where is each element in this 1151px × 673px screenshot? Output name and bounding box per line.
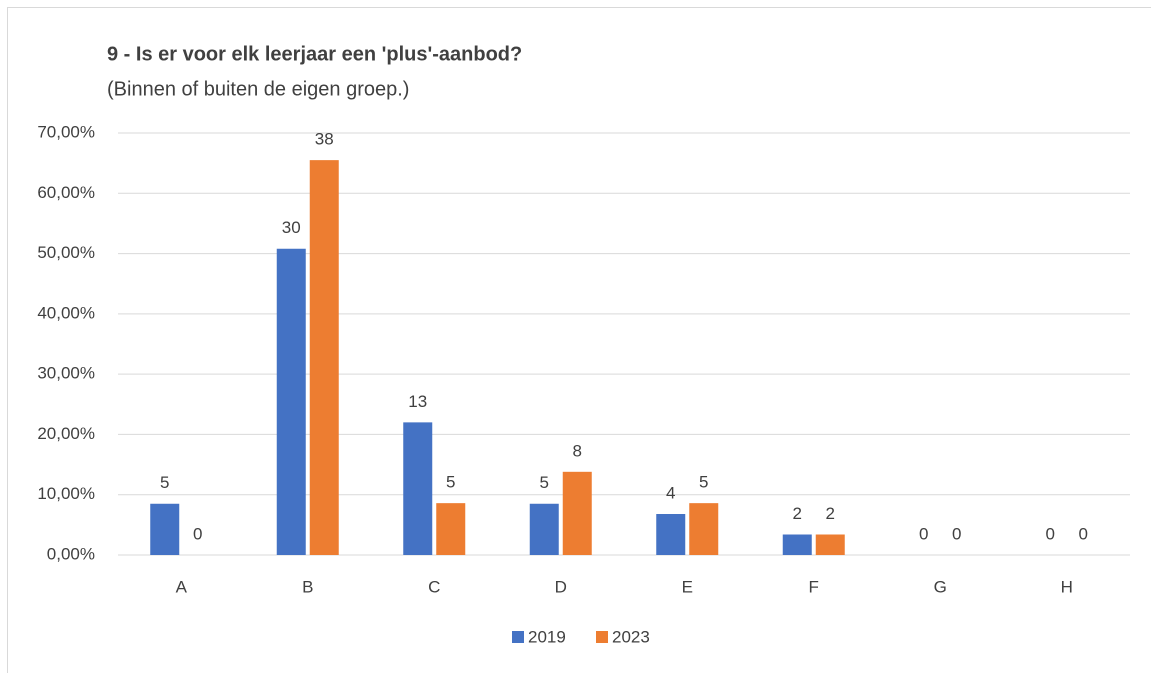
x-tick-label: G xyxy=(934,577,947,596)
data-label: 30 xyxy=(282,218,301,237)
bar xyxy=(309,160,339,555)
bar xyxy=(150,503,180,555)
data-label: 5 xyxy=(699,473,708,492)
legend-label: 2023 xyxy=(612,627,650,646)
x-tick-label: A xyxy=(176,577,188,596)
legend-label: 2019 xyxy=(528,627,566,646)
x-tick-label: E xyxy=(682,577,693,596)
legend-swatch xyxy=(512,631,524,643)
chart-border xyxy=(7,7,1151,673)
bar xyxy=(276,248,306,555)
bar xyxy=(562,471,592,555)
x-tick-label: C xyxy=(428,577,440,596)
y-tick-label: 50,00% xyxy=(37,243,95,262)
y-tick-label: 30,00% xyxy=(37,364,95,383)
y-tick-label: 20,00% xyxy=(37,424,95,443)
x-tick-label: B xyxy=(302,577,313,596)
bar xyxy=(782,534,812,555)
data-label: 38 xyxy=(315,130,334,149)
data-label: 13 xyxy=(408,392,427,411)
chart-title: 9 - Is er voor elk leerjaar een 'plus'-a… xyxy=(107,43,522,65)
bar xyxy=(529,503,559,555)
y-tick-label: 0,00% xyxy=(47,544,95,563)
data-label: 4 xyxy=(666,483,675,502)
data-label: 0 xyxy=(193,524,202,543)
x-tick-label: H xyxy=(1061,577,1073,596)
y-tick-label: 60,00% xyxy=(37,183,95,202)
data-label: 0 xyxy=(919,524,928,543)
y-tick-label: 40,00% xyxy=(37,303,95,322)
data-label: 2 xyxy=(793,504,802,523)
legend-swatch xyxy=(596,631,608,643)
data-label: 0 xyxy=(1046,524,1055,543)
bar xyxy=(436,503,466,555)
bar xyxy=(815,534,845,555)
data-label: 0 xyxy=(952,524,961,543)
data-label: 5 xyxy=(446,473,455,492)
y-tick-label: 10,00% xyxy=(37,484,95,503)
data-label: 5 xyxy=(160,473,169,492)
y-tick-label: 70,00% xyxy=(37,122,95,141)
data-label: 0 xyxy=(1079,524,1088,543)
bar xyxy=(403,422,433,555)
x-tick-label: F xyxy=(809,577,819,596)
x-tick-label: D xyxy=(555,577,567,596)
data-label: 8 xyxy=(573,441,582,460)
bar xyxy=(689,503,719,555)
chart-subtitle: (Binnen of buiten de eigen groep.) xyxy=(107,78,409,100)
bar xyxy=(656,514,686,555)
data-label: 2 xyxy=(826,504,835,523)
data-label: 5 xyxy=(540,473,549,492)
